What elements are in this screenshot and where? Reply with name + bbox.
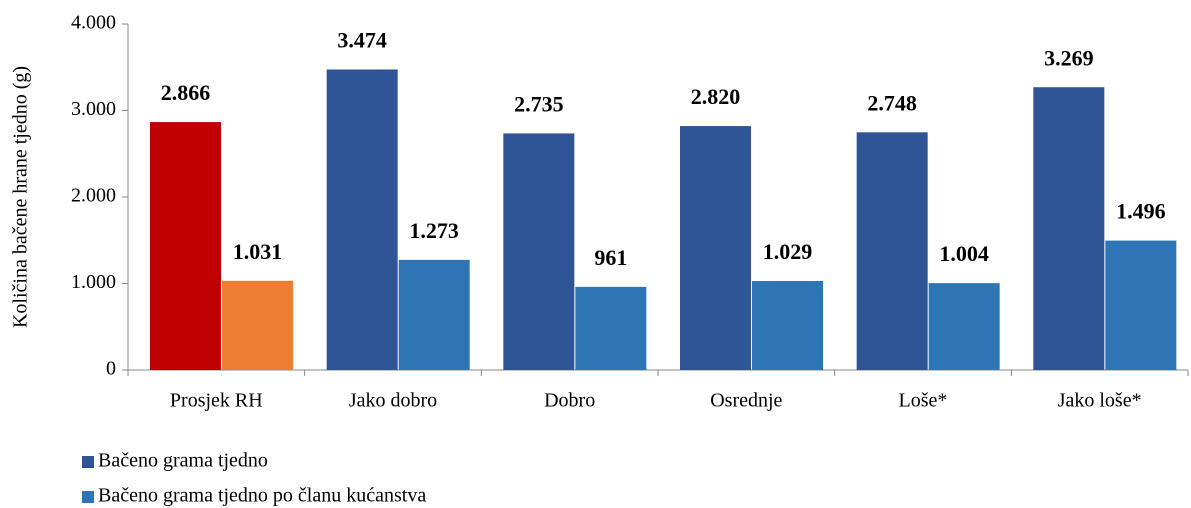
x-tick-label: Loše* (899, 390, 948, 412)
value-label: 3.269 (1044, 45, 1094, 70)
bar (1105, 240, 1177, 370)
bar (326, 69, 398, 371)
bar (1033, 87, 1105, 370)
x-tick-label: Osrednje (710, 390, 782, 412)
legend-swatch (82, 491, 94, 503)
y-tick-label: 4.000 (71, 12, 116, 34)
bar (928, 283, 1000, 370)
value-label: 961 (594, 245, 627, 270)
y-tick-label: 3.000 (71, 98, 116, 120)
y-tick-label: 0 (106, 358, 116, 380)
y-axis-label: Količina bačene hrane tjedno (g) (10, 66, 32, 328)
bar (398, 259, 470, 370)
value-label: 2.748 (867, 90, 917, 115)
value-label: 1.004 (939, 241, 989, 266)
bar (575, 286, 647, 370)
bar (680, 126, 751, 370)
bar (752, 280, 823, 370)
x-tick-label: Dobro (544, 390, 595, 412)
legend-label: Bačeno grama tjedno (98, 450, 268, 472)
value-label: 2.866 (161, 80, 211, 105)
y-tick-label: 1.000 (71, 271, 116, 293)
value-label: 1.031 (233, 239, 283, 264)
value-label: 2.735 (514, 91, 564, 116)
x-tick-label: Jako loše* (1058, 390, 1142, 412)
value-label: 1.496 (1116, 199, 1166, 224)
bar (150, 122, 221, 370)
bar (503, 133, 575, 370)
value-label: 1.029 (763, 239, 813, 264)
x-tick-label: Jako dobro (349, 390, 437, 412)
bar (222, 280, 293, 370)
value-label: 1.273 (409, 218, 459, 243)
legend-swatch (82, 456, 94, 468)
y-tick-label: 2.000 (71, 185, 116, 207)
bar (856, 132, 928, 370)
value-label: 3.474 (337, 28, 387, 53)
x-tick-label: Prosjek RH (170, 390, 263, 412)
value-label: 2.820 (691, 84, 741, 109)
legend-label: Bačeno grama tjedno po članu kućanstva (98, 485, 426, 507)
